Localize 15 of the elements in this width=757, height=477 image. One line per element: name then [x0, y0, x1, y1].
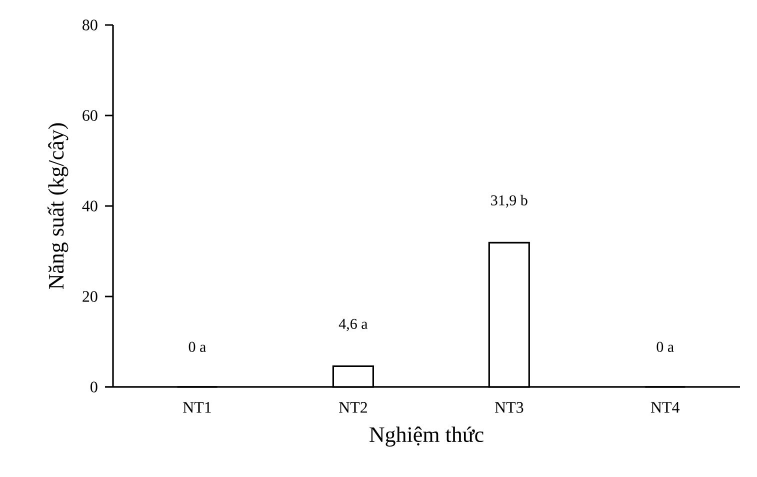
- data-label: 0 a: [656, 342, 674, 352]
- y-tick-label: 20: [82, 291, 98, 302]
- x-tick-label: NT1: [183, 402, 211, 413]
- y-tick-label: 60: [82, 110, 98, 121]
- x-tick-label: NT4: [650, 402, 680, 413]
- y-tick-label: 80: [82, 20, 98, 30]
- y-tick-label: 0: [90, 382, 98, 392]
- data-label: 31,9 b: [491, 194, 528, 208]
- data-label: 0 a: [188, 342, 206, 352]
- data-label: 4,6 a: [338, 318, 368, 332]
- x-axis-title: Nghiệm thức: [370, 426, 484, 447]
- x-tick-label: NT2: [339, 402, 367, 413]
- x-tick-label: NT3: [494, 402, 524, 413]
- y-axis-title: Năng suất (kg/cây): [48, 123, 68, 290]
- y-tick-label: 40: [82, 200, 98, 212]
